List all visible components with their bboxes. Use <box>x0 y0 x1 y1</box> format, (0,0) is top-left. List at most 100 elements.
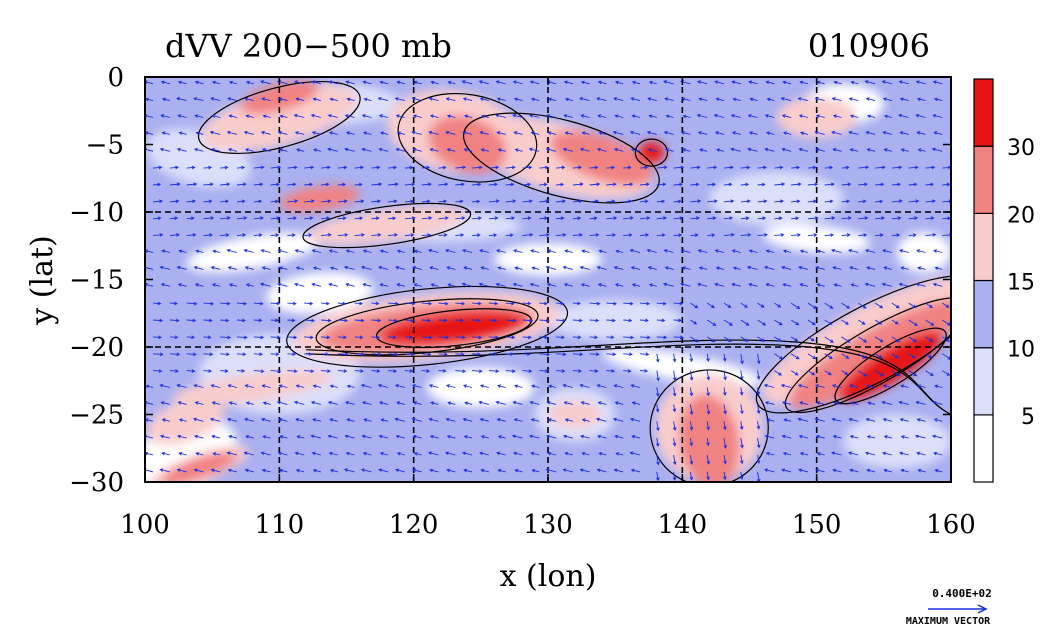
contour-line <box>834 327 947 405</box>
wind-vector <box>563 401 574 405</box>
wind-vector <box>253 301 264 306</box>
wind-vector <box>606 216 618 220</box>
wind-vector <box>931 434 943 439</box>
wind-vector <box>278 384 288 388</box>
wind-vector <box>287 165 298 170</box>
wind-vector <box>623 165 632 170</box>
wind-vector <box>412 434 422 439</box>
wind-vector <box>798 468 809 473</box>
wind-vector <box>875 182 885 187</box>
wind-vector <box>824 165 834 170</box>
wind-vector <box>807 199 818 204</box>
wind-vector <box>270 165 282 170</box>
wind-vector <box>715 97 725 102</box>
y-axis-label: y (lat) <box>25 235 60 325</box>
wind-vector <box>354 182 363 187</box>
wind-vector <box>597 434 607 439</box>
wind-vector <box>177 80 187 85</box>
wind-vector <box>178 131 187 135</box>
wind-vector <box>639 335 651 340</box>
wind-vector <box>545 468 557 473</box>
wind-vector <box>925 233 937 237</box>
wind-vector <box>562 468 574 473</box>
wind-vector <box>690 302 699 309</box>
wind-vector <box>765 249 775 253</box>
wind-vector <box>589 182 601 187</box>
wind-vector <box>478 400 490 405</box>
wind-vector <box>631 283 641 287</box>
wind-vector <box>211 401 221 405</box>
wind-vector <box>371 182 383 187</box>
x-tick-label: 130 <box>523 510 573 540</box>
wind-vector <box>169 352 181 357</box>
wind-vector <box>664 97 674 102</box>
wind-vector <box>362 80 372 85</box>
wind-vector <box>639 216 651 220</box>
wind-vector <box>841 199 851 204</box>
wind-vector <box>698 97 708 102</box>
wind-vector <box>848 384 859 388</box>
wind-vector <box>354 318 365 323</box>
wind-vector <box>411 384 422 388</box>
wind-vector <box>421 165 431 170</box>
wind-vector <box>328 451 338 456</box>
wind-vector <box>723 370 727 381</box>
wind-vector <box>799 131 809 136</box>
wind-vector <box>295 384 305 388</box>
wind-vector <box>294 80 305 85</box>
field-patch <box>279 185 360 212</box>
wind-vector <box>513 451 523 456</box>
wind-vector <box>639 369 649 373</box>
wind-vector <box>304 301 314 306</box>
wind-vector <box>472 199 481 204</box>
wind-vector <box>706 302 715 309</box>
wind-vector <box>438 318 448 323</box>
wind-vector <box>193 468 204 473</box>
wind-vector <box>697 249 708 253</box>
wind-vector <box>580 114 590 118</box>
wind-vector <box>522 352 531 356</box>
wind-vector <box>623 352 633 357</box>
wind-vector <box>689 370 694 381</box>
wind-vector <box>614 80 624 85</box>
wind-vector <box>310 113 322 118</box>
wind-vector <box>193 147 204 152</box>
wind-vector <box>681 148 691 152</box>
wind-vector <box>455 165 467 170</box>
wind-vector <box>529 282 540 287</box>
wind-vector <box>858 233 868 237</box>
wind-vector <box>672 370 677 382</box>
wind-vector <box>277 130 288 135</box>
wind-vector <box>530 418 540 422</box>
wind-vector <box>689 438 694 447</box>
wind-vector <box>337 352 349 357</box>
wind-vector <box>942 302 950 308</box>
wind-vector <box>463 435 473 439</box>
wind-vector <box>447 283 456 287</box>
wind-vector <box>194 114 204 118</box>
wind-vector <box>807 336 815 342</box>
wind-vector <box>329 97 338 102</box>
wind-vector <box>706 438 710 447</box>
wind-vector <box>531 384 540 389</box>
wind-vector <box>797 384 809 388</box>
wind-vector <box>690 182 700 187</box>
wind-vector <box>421 352 432 357</box>
wind-vector <box>262 401 271 406</box>
wind-vector <box>270 233 280 237</box>
wind-vector <box>195 451 204 456</box>
wind-vector <box>531 468 540 473</box>
wind-vector <box>790 319 800 326</box>
wind-vector <box>572 318 583 323</box>
wind-vector <box>371 216 380 221</box>
wind-vector <box>421 301 433 306</box>
wind-vector <box>673 318 682 323</box>
wind-vector <box>579 147 590 152</box>
wind-vector <box>243 451 254 456</box>
wind-vector <box>496 451 506 456</box>
wind-vector <box>774 336 782 342</box>
wind-vector <box>756 387 761 396</box>
wind-vector <box>933 249 943 253</box>
wind-vector <box>445 417 456 422</box>
wind-vector <box>378 114 389 118</box>
